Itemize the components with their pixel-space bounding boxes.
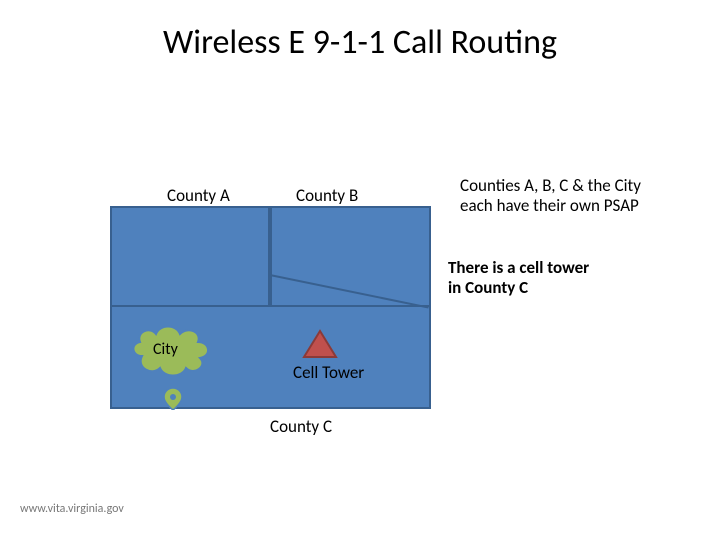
county-c-label: County C bbox=[270, 416, 332, 437]
cell-tower-icon bbox=[302, 329, 338, 359]
page-title: Wireless E 9-1-1 Call Routing bbox=[0, 22, 720, 63]
county-b-label: County B bbox=[296, 185, 358, 206]
psap-annotation-line2: each have their own PSAP bbox=[460, 196, 641, 216]
county-diagram bbox=[110, 206, 431, 409]
psap-annotation-line1: Counties A, B, C & the City bbox=[460, 176, 641, 196]
footer-url: www.vita.virginia.gov bbox=[20, 502, 124, 516]
tower-annotation: There is a cell tower in County C bbox=[448, 258, 589, 299]
city-label: City bbox=[153, 340, 178, 359]
city-pin-icon bbox=[164, 388, 182, 410]
tower-annotation-line1: There is a cell tower bbox=[448, 258, 589, 278]
cell-tower-label: Cell Tower bbox=[293, 362, 364, 383]
county-a-label: County A bbox=[167, 185, 230, 206]
county-a-region bbox=[110, 206, 270, 307]
psap-annotation: Counties A, B, C & the City each have th… bbox=[460, 176, 641, 217]
tower-annotation-line2: in County C bbox=[448, 278, 589, 298]
